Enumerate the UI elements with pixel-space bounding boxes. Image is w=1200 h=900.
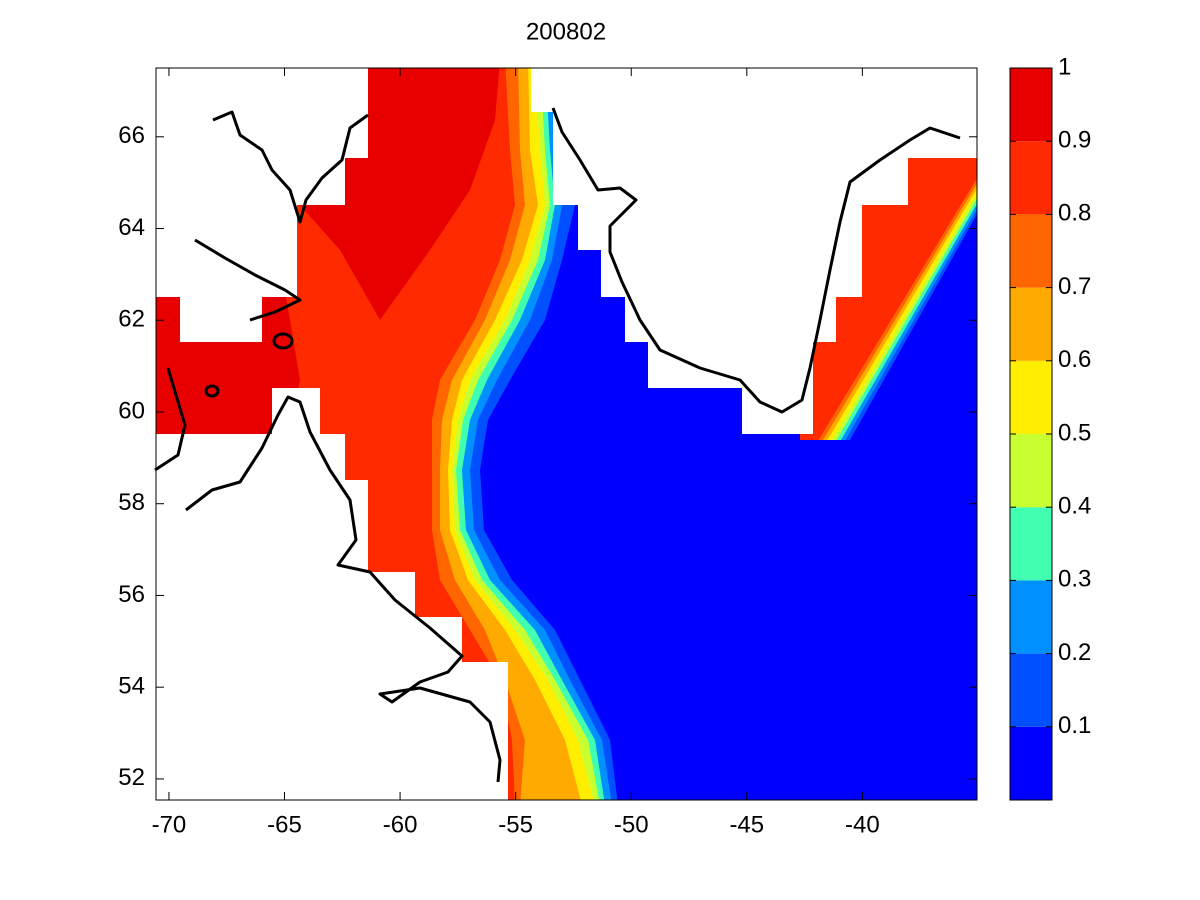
y-tick-label: 62	[118, 306, 145, 333]
colorbar-tick-label: 0.9	[1058, 127, 1091, 154]
x-tick-label: -65	[267, 811, 302, 838]
colorbar-tick-label: 0.6	[1058, 346, 1091, 373]
colorbar-tick-label: 0.1	[1058, 712, 1091, 739]
contour-band	[300, 68, 500, 320]
colorbar-segment	[1010, 214, 1052, 288]
colorbar-segment	[1010, 580, 1052, 654]
colorbar-segment	[1010, 68, 1052, 142]
colorbar-tick-label: 0.2	[1058, 639, 1091, 666]
colorbar-tick-label: 0.4	[1058, 493, 1091, 520]
coastline	[551, 107, 961, 414]
colorbar-segment	[1010, 726, 1052, 800]
colorbar-tick-label: 0.7	[1058, 273, 1091, 300]
x-tick-label: -45	[729, 811, 764, 838]
y-tick-label: 54	[118, 673, 145, 700]
colorbar-tick-label: 0.3	[1058, 566, 1091, 593]
x-tick-label: -55	[498, 811, 533, 838]
colorbar-segment	[1010, 434, 1052, 508]
colorbar-segment	[1010, 507, 1052, 581]
colorbar-segment	[1010, 141, 1052, 215]
coastlines	[154, 107, 961, 783]
island	[204, 384, 220, 398]
colorbar-box	[1009, 67, 1053, 801]
y-tick-label: 56	[118, 581, 145, 608]
coastline	[185, 395, 502, 783]
axes-box	[155, 67, 978, 801]
colorbar-tick-label: 0.5	[1058, 419, 1091, 446]
y-tick-label: 52	[118, 764, 145, 791]
colorbar-segment	[1010, 360, 1052, 434]
colorbar-tick-label: 1	[1058, 53, 1071, 80]
chart-title: 200802	[526, 18, 606, 45]
x-tick-label: -70	[152, 811, 187, 838]
x-tick-label: -50	[614, 811, 649, 838]
colorbar-segment	[1010, 653, 1052, 727]
coastline	[154, 367, 187, 472]
colorbar-tick-label: 0.8	[1058, 200, 1091, 227]
coastline	[194, 238, 302, 322]
y-tick-label: 60	[118, 397, 145, 424]
y-tick-label: 64	[118, 214, 145, 241]
x-tick-label: -40	[845, 811, 880, 838]
coastline	[212, 110, 369, 224]
colorbar-segment	[1010, 287, 1052, 361]
x-tick-label: -60	[383, 811, 418, 838]
y-tick-label: 58	[118, 489, 145, 516]
y-tick-label: 66	[118, 122, 145, 149]
island	[272, 332, 294, 350]
